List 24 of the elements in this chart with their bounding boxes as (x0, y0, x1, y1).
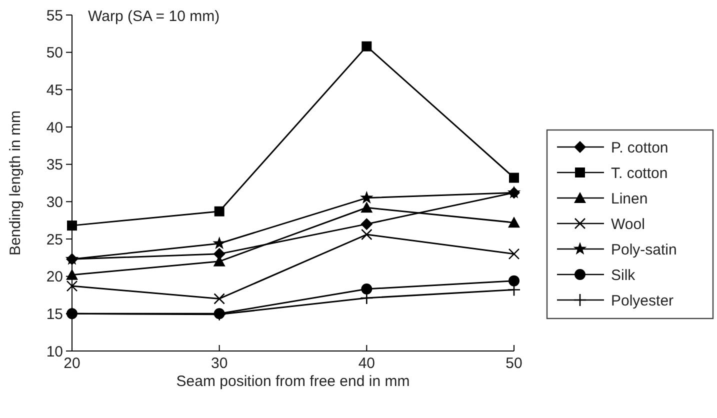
y-axis-title: Bending length in mm (7, 110, 24, 256)
y-tick-label: 40 (46, 119, 63, 136)
chart-title: Warp (SA = 10 mm) (88, 8, 220, 25)
y-tick-label: 10 (46, 343, 63, 360)
x-tick-label: 30 (210, 355, 228, 372)
legend-label: P. cotton (611, 139, 668, 156)
y-tick-label: 45 (46, 82, 63, 99)
legend-label: Polyester (611, 292, 674, 310)
legend-label: Poly-satin (611, 241, 677, 258)
x-tick-label: 50 (506, 355, 522, 372)
y-tick-label: 30 (46, 194, 63, 211)
y-tick-label: 15 (46, 306, 63, 323)
y-tick-label: 20 (46, 268, 63, 286)
x-axis-title: Seam position from free end in mm (176, 373, 410, 390)
legend-label: Linen (611, 190, 648, 208)
legend-label: Silk (611, 266, 636, 284)
y-tick-label: 50 (46, 44, 63, 62)
y-tick-label: 55 (46, 7, 63, 24)
x-tick-label: 20 (64, 355, 80, 372)
legend-label: T. cotton (611, 164, 668, 182)
y-tick-label: 35 (46, 156, 63, 174)
x-tick-label: 40 (358, 355, 376, 372)
y-tick-label: 25 (46, 231, 63, 248)
legend-label: Wool (611, 216, 645, 233)
